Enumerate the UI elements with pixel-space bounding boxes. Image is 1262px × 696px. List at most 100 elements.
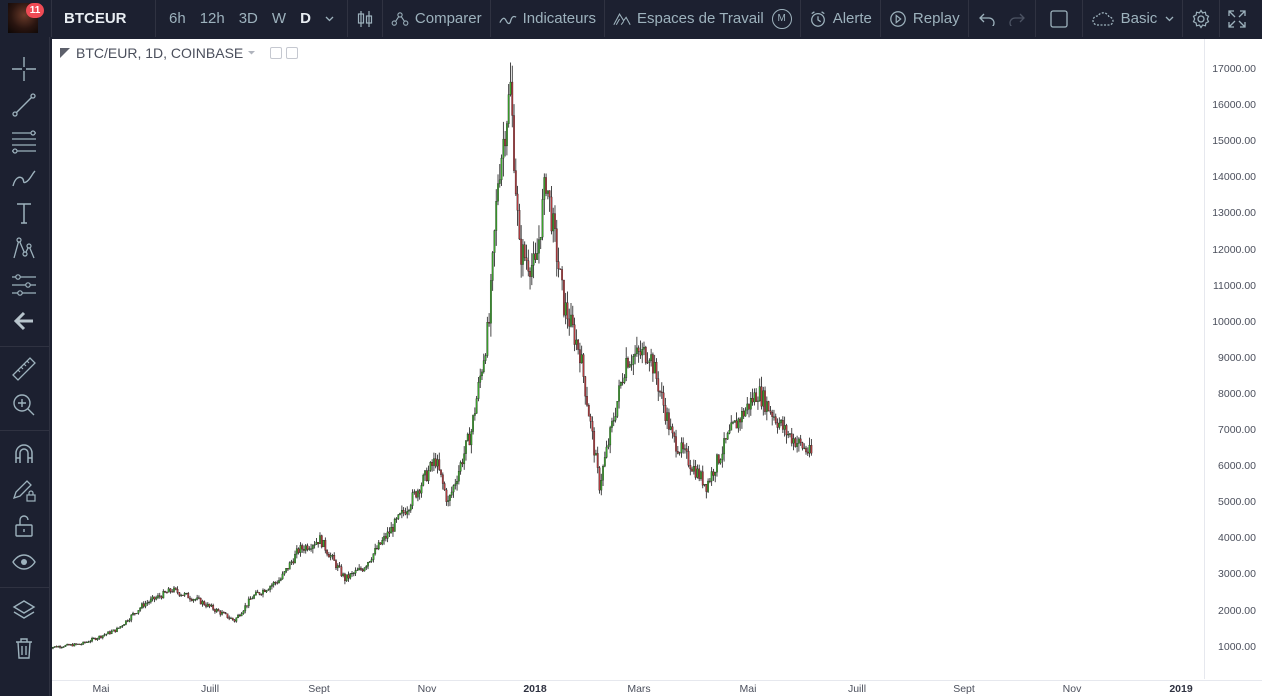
price-axis-label: 13000.00 — [1212, 207, 1256, 220]
candle-body — [76, 643, 79, 645]
brush-tool[interactable] — [10, 163, 38, 191]
candle-body — [285, 568, 288, 572]
candle-body — [117, 627, 120, 629]
chevron-down-icon[interactable] — [318, 16, 341, 22]
replay-button[interactable]: Replay — [881, 0, 969, 37]
prediction-tool[interactable] — [10, 271, 38, 299]
candle-body — [477, 382, 480, 399]
hide-series-icon[interactable] — [270, 47, 283, 59]
resolution-d[interactable]: D — [300, 10, 311, 27]
delete-tool[interactable] — [10, 634, 38, 662]
candle-body — [438, 459, 441, 470]
candle-body — [265, 590, 268, 593]
layout-select-button[interactable] — [1036, 0, 1083, 37]
candle-body — [778, 422, 781, 428]
candle-body — [513, 115, 515, 171]
candle-body — [484, 355, 487, 361]
collapse-legend-icon[interactable] — [60, 48, 70, 58]
workspaces-button[interactable]: Espaces de Travail M — [605, 0, 801, 37]
candle-body — [728, 430, 731, 434]
series-settings-icon[interactable] — [286, 47, 299, 59]
measure-tool[interactable] — [10, 355, 38, 383]
layout-name-button[interactable]: Basic — [1083, 0, 1184, 37]
crosshair-icon — [12, 57, 36, 81]
user-avatar[interactable]: 11 — [0, 0, 52, 37]
candle-body — [618, 385, 620, 402]
price-axis[interactable]: 17000.00 16000.00 15000.00 14000.00 13000.00… — [1204, 39, 1262, 679]
candle-body — [637, 347, 640, 352]
candle-body — [584, 376, 587, 397]
object-tree-tool[interactable] — [10, 597, 38, 625]
candle-body — [246, 605, 248, 607]
lock-drawing-tool[interactable] — [10, 476, 38, 504]
candle-body — [137, 610, 140, 614]
candle-body — [434, 458, 437, 467]
candle-body — [116, 628, 118, 632]
candle-body — [183, 593, 186, 596]
candle-body — [333, 555, 336, 561]
candle-body — [253, 594, 256, 599]
text-icon — [17, 203, 31, 224]
magnet-tool[interactable] — [10, 440, 38, 468]
time-axis[interactable]: Mai Juill Sept Nov 2018 Mars Mai Juill Sept Nov 20… — [52, 680, 1262, 696]
text-tool[interactable] — [10, 199, 38, 227]
candle-body — [278, 580, 280, 584]
crosshair-tool[interactable] — [10, 55, 38, 83]
candle-body — [762, 390, 765, 407]
visibility-tool[interactable] — [10, 548, 38, 576]
candle-body — [710, 471, 713, 482]
candle-body — [489, 280, 492, 324]
eye-icon — [12, 554, 36, 570]
candle-body — [192, 599, 195, 601]
candle-body — [543, 177, 546, 200]
candle-body — [181, 594, 184, 596]
layers-icon — [12, 600, 36, 619]
time-axis-label: Juill — [200, 683, 220, 695]
price-axis-label: 2000.00 — [1218, 604, 1256, 617]
toolbar-divider — [0, 430, 50, 431]
fullscreen-button[interactable] — [1220, 0, 1254, 37]
candle-body — [789, 433, 791, 435]
candle-body — [402, 510, 405, 513]
candle-body — [805, 447, 807, 453]
trend-line-tool[interactable] — [10, 91, 38, 119]
resolution-6h[interactable]: 6h — [169, 10, 186, 27]
candle-body — [724, 438, 727, 440]
candle-body — [486, 322, 489, 356]
chevron-down-icon[interactable] — [247, 50, 256, 56]
alert-button[interactable]: Alerte — [801, 0, 881, 37]
candle-body — [450, 491, 453, 496]
candle-body — [121, 625, 124, 627]
candle-body — [135, 612, 138, 615]
fib-tool[interactable] — [10, 127, 38, 155]
back-arrow-tool[interactable] — [10, 307, 38, 335]
chart-pane[interactable]: BTC/EUR, 1D, COINBASE 17000.00 16000.00 15… — [52, 39, 1262, 696]
lock-tool[interactable] — [10, 512, 38, 540]
chart-type-button[interactable] — [348, 0, 383, 37]
notification-badge: 11 — [26, 3, 44, 18]
pattern-tool[interactable] — [10, 235, 38, 263]
resolution-w[interactable]: W — [271, 10, 287, 27]
candle-body — [472, 415, 474, 432]
ruler-icon — [12, 357, 36, 381]
redo-icon[interactable] — [1009, 12, 1025, 26]
candle-body — [82, 641, 85, 645]
candle-body — [281, 573, 284, 580]
unlock-icon — [15, 515, 33, 537]
undo-icon[interactable] — [978, 12, 995, 26]
resolution-12h[interactable]: 12h — [199, 10, 225, 27]
candle-body — [393, 518, 396, 532]
candle-body — [666, 412, 669, 421]
zoom-tool[interactable] — [10, 391, 38, 419]
settings-button[interactable] — [1183, 0, 1221, 37]
candle-body — [598, 467, 601, 491]
candle-body — [797, 438, 800, 444]
indicators-button[interactable]: Indicateurs — [491, 0, 605, 37]
cloud-icon — [1091, 11, 1114, 26]
candle-body — [103, 634, 106, 636]
symbol-search[interactable]: BTCEUR — [52, 0, 156, 37]
candle-body — [712, 471, 715, 476]
candle-body — [689, 465, 692, 470]
compare-button[interactable]: Comparer — [383, 0, 491, 37]
resolution-3d[interactable]: 3D — [238, 10, 258, 27]
